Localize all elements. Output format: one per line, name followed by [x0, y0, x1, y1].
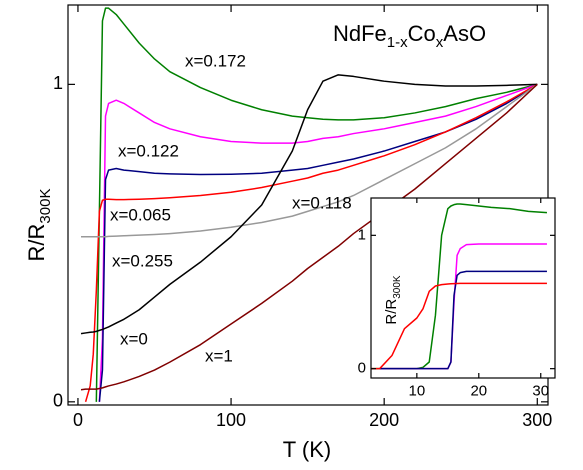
x-tick-label: 100	[216, 410, 246, 430]
chart-title-part: NdFe	[333, 21, 387, 46]
series-line	[98, 83, 538, 402]
x-tick-label: 10	[409, 382, 426, 399]
inset-background	[371, 198, 555, 378]
series-line	[84, 83, 538, 403]
y-axis-label-part: 300K	[37, 189, 54, 224]
y-tick-label: 0	[358, 360, 366, 377]
x-tick-label: 20	[470, 382, 487, 399]
x-axis-label: T (K)	[283, 437, 331, 462]
y-tick-label: 1	[358, 226, 366, 243]
x-tick-label: 30	[532, 382, 549, 399]
series-line	[371, 282, 547, 370]
y-axis-label-part: R/R	[24, 224, 49, 262]
series-label: x=0.065	[110, 205, 171, 224]
y-axis-label-part: R/R	[383, 299, 400, 325]
x-tick-label: 300	[522, 410, 552, 430]
chart-title: NdFe1-xCoxAsO	[333, 21, 486, 52]
series-label: x=0.172	[185, 51, 246, 70]
plot-area	[371, 203, 548, 370]
plot-area	[80, 7, 538, 403]
series-line	[98, 83, 538, 402]
chart-title-part: Co	[408, 21, 436, 46]
series-label: x=0	[120, 329, 148, 348]
y-axis-label: R/R300K	[383, 275, 403, 325]
series-label: x=0.122	[118, 141, 179, 160]
y-axis-label-part: 300K	[392, 275, 403, 299]
series-line	[80, 74, 538, 335]
series-label: x=1	[205, 346, 233, 365]
series-label: x=0.118	[292, 193, 352, 212]
chart-title-part: 1-x	[387, 34, 408, 51]
x-tick-label: 0	[73, 410, 83, 430]
y-tick-label: 1	[53, 73, 63, 93]
y-axis-label: R/R300K	[24, 189, 55, 262]
x-tick-label: 200	[369, 410, 399, 430]
series-line	[95, 7, 538, 402]
axes-frame	[370, 197, 556, 379]
y-tick-label: 0	[53, 391, 63, 411]
chart-title-part: x	[436, 34, 444, 51]
series-line	[81, 83, 538, 238]
chart-title-part: AsO	[443, 21, 486, 46]
series-label: x=0.255	[112, 251, 173, 270]
series-line	[379, 270, 547, 370]
